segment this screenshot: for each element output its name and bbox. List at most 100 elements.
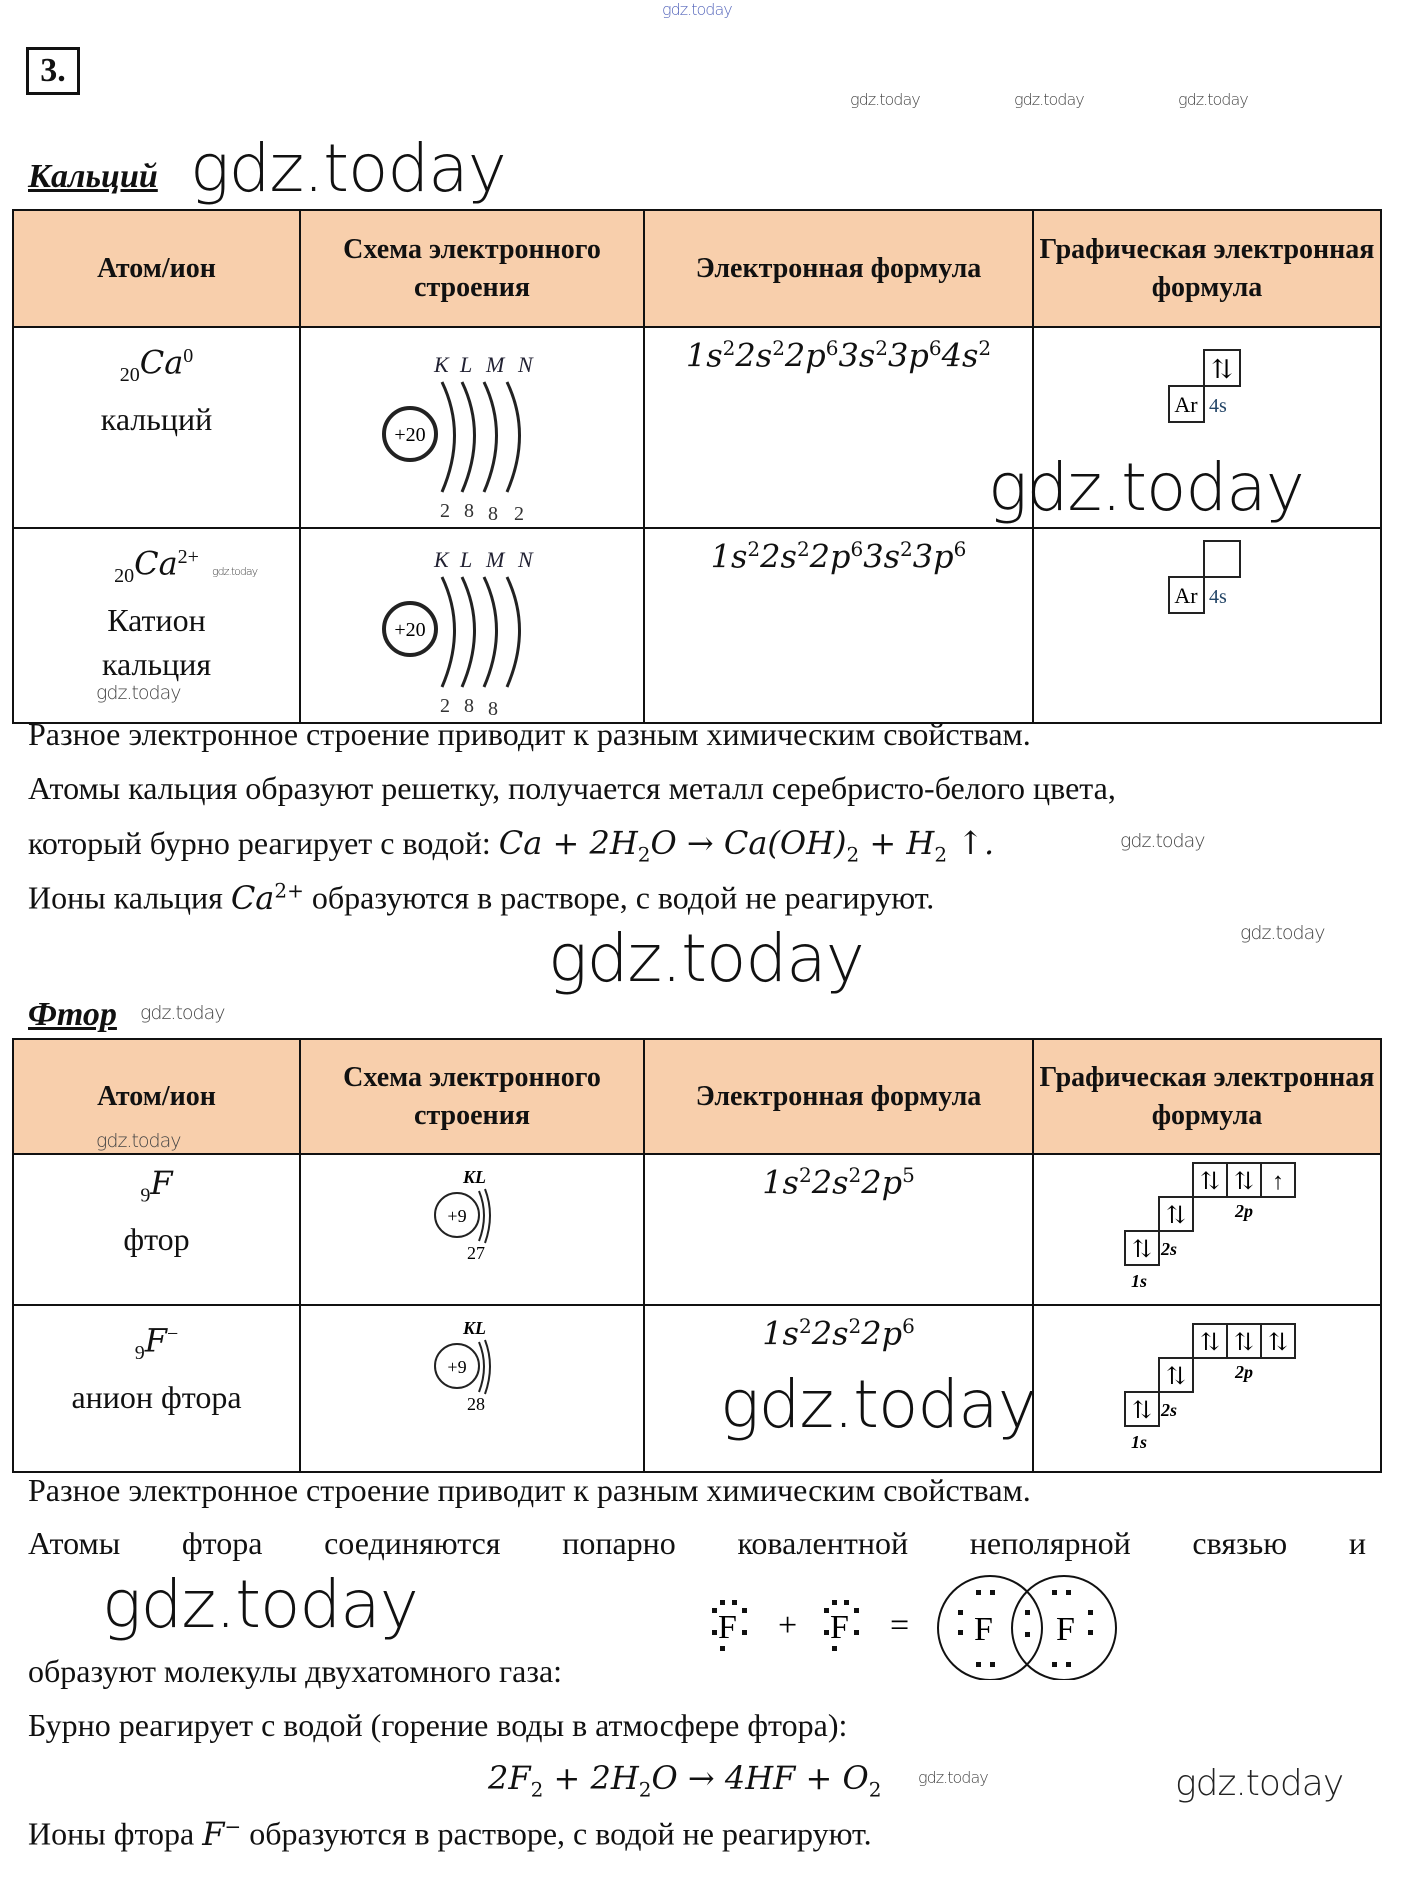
svg-text:⇅: ⇅ <box>1234 1330 1254 1356</box>
fluorine-text-1: Разное электронное строение приводит к р… <box>28 1472 1031 1508</box>
header-atom: Атом/ион <box>12 1038 301 1155</box>
fluorine-text-2: Атомы фтора соединяются попарно ковалентной н… <box>28 1525 1366 1561</box>
svg-text:8: 8 <box>488 503 498 522</box>
fluorine-text-4: Бурно реагирует с водой (горение воды в … <box>28 1707 848 1743</box>
svg-text:F: F <box>1056 1611 1075 1648</box>
up-down-arrow-icon: ⇅ <box>1211 355 1233 384</box>
watermark: gdz.today <box>1178 90 1249 109</box>
atom-cell: 20Ca0 кальций <box>12 326 301 529</box>
svg-text:K: K <box>433 547 450 572</box>
svg-text:2p: 2p <box>1234 1362 1253 1382</box>
graphic-formula: ⇅ ⇅ ⇅ ⇅ ⇅ 2s 2p 1s <box>1032 1304 1382 1473</box>
svg-text:2s: 2s <box>1160 1400 1177 1420</box>
svg-text:F: F <box>830 1609 849 1646</box>
svg-text:2p: 2p <box>1234 1201 1253 1221</box>
watermark: gdz.today <box>190 130 507 207</box>
svg-text:KL: KL <box>462 1318 486 1338</box>
svg-text:+20: +20 <box>394 619 425 641</box>
watermark: gdz.today <box>662 0 733 19</box>
lewis-diagram: F + F = F F <box>712 1575 1117 1680</box>
fluorine-text-3: образуют молекулы двухатомного газа: <box>28 1653 563 1689</box>
svg-text:8: 8 <box>464 500 474 522</box>
calcium-text-1: Разное электронное строение приводит к р… <box>28 716 1031 752</box>
graphic-formula: Ar 4s <box>1032 527 1382 724</box>
svg-text:⇅: ⇅ <box>1268 1330 1288 1356</box>
svg-text:+: + <box>778 1607 797 1644</box>
section-title-calcium: Кальций <box>28 158 158 195</box>
calcium-text-3: который бурно реагирует с водой: Ca + 2H… <box>28 824 995 867</box>
svg-text:Ar: Ar <box>1174 583 1198 608</box>
svg-text:1s: 1s <box>1131 1432 1147 1452</box>
header-formula: Электронная формула <box>643 209 1034 328</box>
fluorine-table: Атом/ион Схема электронного строения Эле… <box>12 1038 1382 1473</box>
svg-text:⇅: ⇅ <box>1200 1330 1220 1356</box>
svg-text:+9: +9 <box>447 1206 466 1226</box>
svg-text:⇅: ⇅ <box>1166 1364 1186 1390</box>
calcium-table: Атом/ион Схема электронного строения Эле… <box>12 209 1382 724</box>
electron-formula: 1s22s22p6 <box>643 1304 1034 1473</box>
svg-text:F: F <box>974 1611 993 1648</box>
svg-text:2s: 2s <box>1160 1239 1177 1259</box>
watermark: gdz.today <box>988 449 1305 526</box>
svg-text:=: = <box>890 1607 909 1644</box>
fluorine-equation: 2F2 + 2H2O → 4HF + O2 <box>488 1759 882 1802</box>
svg-text:+9: +9 <box>447 1357 466 1377</box>
watermark: gdz.today <box>102 1566 419 1643</box>
watermark: gdz.today <box>1175 1763 1344 1804</box>
table-row: 9F− анион фтора KL +9 28 1s22s22p6 <box>12 1304 1382 1473</box>
svg-text:Ar: Ar <box>1174 392 1198 417</box>
task-number: 3. <box>26 47 80 95</box>
calcium-text-4: Ионы кальция Ca2+ образуются в растворе,… <box>28 878 935 917</box>
svg-text:M: M <box>485 352 506 377</box>
header-atom: Атом/ион <box>12 209 301 328</box>
electron-formula: 1s22s22p63s23p6 <box>643 527 1034 724</box>
svg-text:28: 28 <box>467 1394 485 1414</box>
atom-cell: 20Ca2+ Катион кальция <box>12 527 301 724</box>
section-title-fluorine: Фтор <box>28 996 117 1033</box>
svg-text:F: F <box>718 1609 737 1646</box>
svg-text:M: M <box>485 547 506 572</box>
fluorine-text-5: Ионы фтора F− образуются в растворе, с в… <box>28 1814 872 1853</box>
svg-text:4s: 4s <box>1209 395 1227 417</box>
header-scheme: Схема электронного строения <box>299 209 645 328</box>
electron-formula: 1s22s22p5 <box>643 1153 1034 1306</box>
svg-text:1s: 1s <box>1131 1271 1147 1291</box>
svg-text:2: 2 <box>440 695 450 717</box>
svg-text:⇅: ⇅ <box>1166 1203 1186 1229</box>
svg-text:⇅: ⇅ <box>1234 1169 1254 1195</box>
svg-text:N: N <box>517 352 534 377</box>
watermark: gdz.today <box>96 1130 181 1152</box>
header-formula: Электронная формула <box>643 1038 1034 1155</box>
header-scheme: Схема электронного строения <box>299 1038 645 1155</box>
svg-text:⇅: ⇅ <box>1132 1398 1152 1424</box>
header-graphic: Графическая электронная формула <box>1032 1038 1382 1155</box>
watermark: gdz.today <box>548 920 865 997</box>
graphic-formula: ⇅ ⇅ ↑ ⇅ ⇅ 2s 2p 1s <box>1032 1153 1382 1306</box>
svg-text:8: 8 <box>464 695 474 717</box>
svg-text:+20: +20 <box>394 424 425 446</box>
header-graphic: Графическая электронная формула <box>1032 209 1382 328</box>
watermark: gdz.today <box>140 1002 225 1024</box>
watermark: gdz.today <box>720 1366 1037 1443</box>
atom-cell: 9F фтор <box>12 1153 301 1306</box>
watermark: gdz.today <box>918 1768 989 1787</box>
svg-text:↑: ↑ <box>1272 1169 1284 1195</box>
shell-diagram: KL +9 28 <box>299 1304 645 1473</box>
watermark: gdz.today <box>1240 922 1325 944</box>
watermark: gdz.today <box>1014 90 1085 109</box>
calcium-text-2: Атомы кальция образуют решетку, получает… <box>28 770 1116 806</box>
svg-text:L: L <box>459 547 472 572</box>
svg-text:2: 2 <box>514 503 524 522</box>
svg-text:2: 2 <box>440 500 450 522</box>
watermark: gdz.today <box>1120 830 1205 852</box>
watermark: gdz.today <box>212 565 258 578</box>
svg-text:L: L <box>459 352 472 377</box>
svg-text:⇅: ⇅ <box>1132 1237 1152 1263</box>
watermark: gdz.today <box>96 682 181 704</box>
atom-cell: 9F− анион фтора <box>12 1304 301 1473</box>
svg-text:⇅: ⇅ <box>1200 1169 1220 1195</box>
